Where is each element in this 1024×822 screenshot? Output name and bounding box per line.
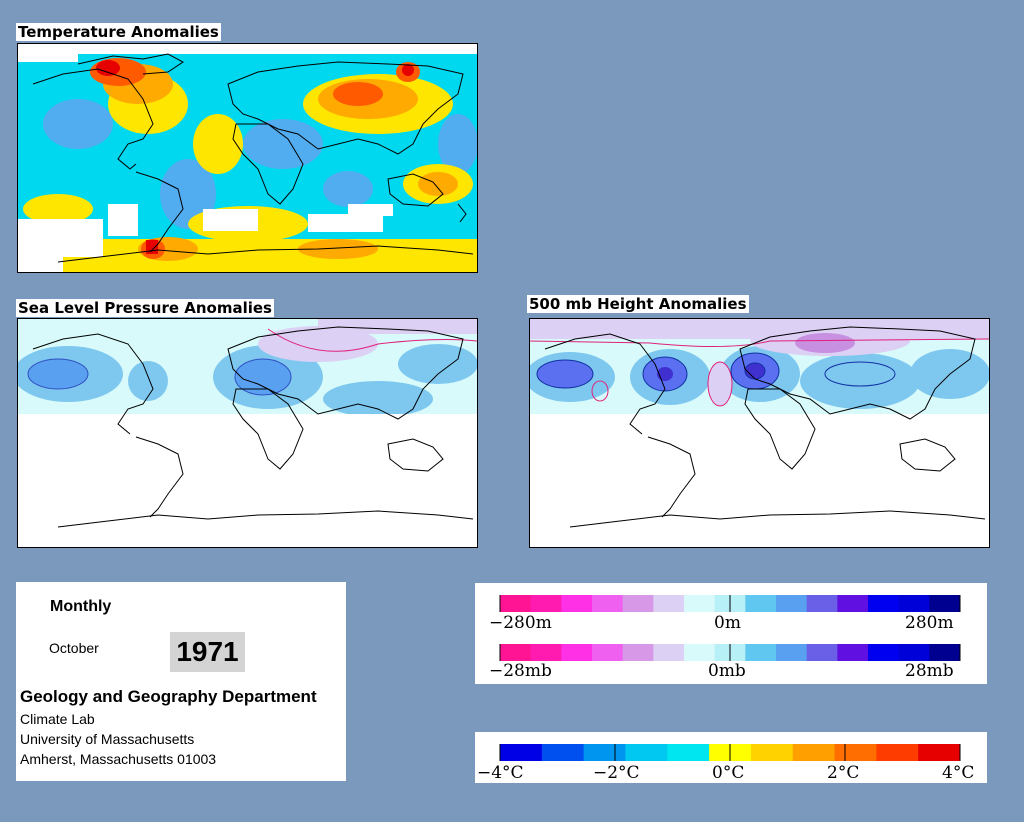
color-swatch	[625, 744, 668, 761]
temperature-anomaly-map	[17, 43, 478, 273]
color-swatch	[530, 595, 562, 612]
frequency-label: Monthly	[50, 598, 112, 615]
address-line-1: Climate Lab	[20, 711, 95, 727]
color-swatch	[929, 595, 961, 612]
temperature-color-scale	[499, 744, 961, 761]
color-swatch	[776, 644, 808, 661]
pressure-map-title: Sea Level Pressure Anomalies	[16, 299, 274, 317]
color-swatch	[837, 595, 869, 612]
color-swatch	[792, 744, 836, 761]
color-swatch	[898, 595, 930, 612]
color-swatch	[500, 644, 532, 661]
color-swatch	[868, 644, 900, 661]
color-swatch	[561, 644, 593, 661]
color-swatch	[561, 595, 593, 612]
temperature-map-title: Temperature Anomalies	[16, 23, 221, 41]
color-swatch	[592, 595, 624, 612]
temperature-scale-label-2: −2°C	[593, 763, 640, 783]
color-swatch	[622, 595, 654, 612]
color-swatch	[750, 744, 794, 761]
color-swatch	[918, 744, 961, 761]
pressure-anomaly-map	[17, 318, 478, 548]
color-swatch	[500, 595, 532, 612]
color-swatch	[583, 744, 626, 761]
height-anomaly-map	[529, 318, 990, 548]
height-scale-label-max: 280m	[905, 613, 954, 633]
height-scale-label-mid: 0m	[714, 613, 741, 633]
height-map-title: 500 mb Height Anomalies	[527, 295, 749, 313]
color-swatch	[653, 595, 685, 612]
anomaly-legend-panel: −280m 0m 280m −28mb 0mb 28mb	[475, 583, 987, 684]
pressure-scale-label-mid: 0mb	[708, 661, 746, 681]
temperature-scale-label-1: −4°C	[477, 763, 524, 783]
color-swatch	[745, 595, 777, 612]
color-swatch	[684, 644, 716, 661]
color-swatch	[898, 644, 930, 661]
address-line-3: Amherst, Massachusetts 01003	[20, 751, 217, 767]
color-swatch	[622, 644, 654, 661]
pressure-color-scale	[499, 644, 961, 661]
color-swatch	[500, 744, 543, 761]
color-swatch	[745, 644, 777, 661]
color-swatch	[684, 595, 716, 612]
year-label: 1971	[170, 632, 245, 672]
color-swatch	[837, 644, 869, 661]
color-swatch	[806, 595, 838, 612]
color-swatch	[592, 644, 624, 661]
info-panel: Monthly October 1971 Geology and Geograp…	[16, 582, 346, 781]
color-swatch	[530, 644, 562, 661]
height-scale-label-min: −280m	[489, 613, 552, 633]
color-swatch	[929, 644, 961, 661]
color-swatch	[868, 595, 900, 612]
color-swatch	[541, 744, 585, 761]
month-label: October	[49, 640, 99, 656]
color-swatch	[776, 595, 808, 612]
pressure-scale-label-max: 28mb	[905, 661, 954, 681]
color-swatch	[667, 744, 710, 761]
color-swatch	[653, 644, 685, 661]
temperature-legend-panel: −4°C −2°C 0°C 2°C 4°C	[475, 732, 987, 783]
temperature-scale-label-5: 4°C	[942, 763, 974, 783]
pressure-scale-label-min: −28mb	[489, 661, 552, 681]
address-line-2: University of Massachusetts	[20, 731, 195, 747]
color-swatch	[876, 744, 919, 761]
height-color-scale	[499, 595, 961, 612]
color-swatch	[834, 744, 877, 761]
department-name: Geology and Geography Department	[20, 687, 317, 706]
temperature-scale-label-3: 0°C	[712, 763, 744, 783]
temperature-scale-label-4: 2°C	[827, 763, 859, 783]
color-swatch	[806, 644, 838, 661]
